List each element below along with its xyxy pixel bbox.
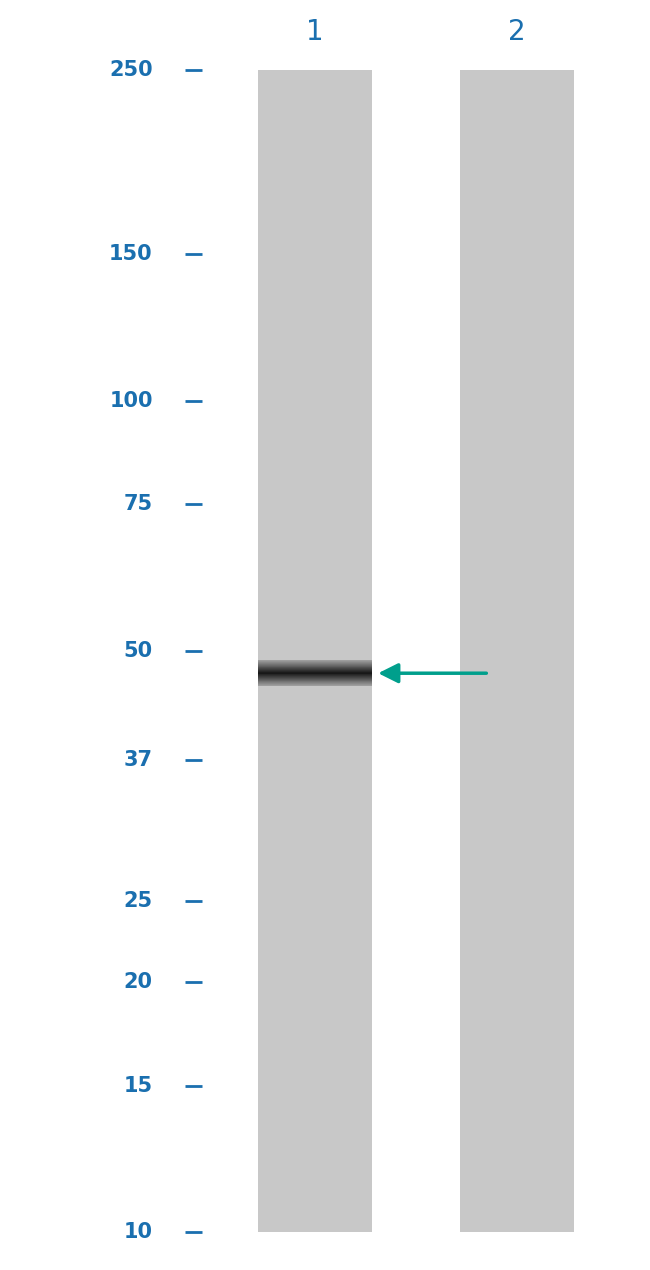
Bar: [460, 70, 573, 1232]
Text: 75: 75: [124, 494, 153, 514]
Text: 1: 1: [306, 18, 324, 46]
Text: 150: 150: [109, 244, 153, 264]
Text: 20: 20: [124, 972, 153, 992]
Text: 2: 2: [508, 18, 526, 46]
Bar: [259, 70, 372, 1232]
Text: 25: 25: [124, 892, 153, 911]
Text: 50: 50: [124, 641, 153, 660]
Text: 10: 10: [124, 1222, 153, 1242]
Text: 100: 100: [109, 391, 153, 410]
Text: 15: 15: [124, 1076, 153, 1096]
Text: 37: 37: [124, 749, 153, 770]
Text: 250: 250: [109, 60, 153, 80]
